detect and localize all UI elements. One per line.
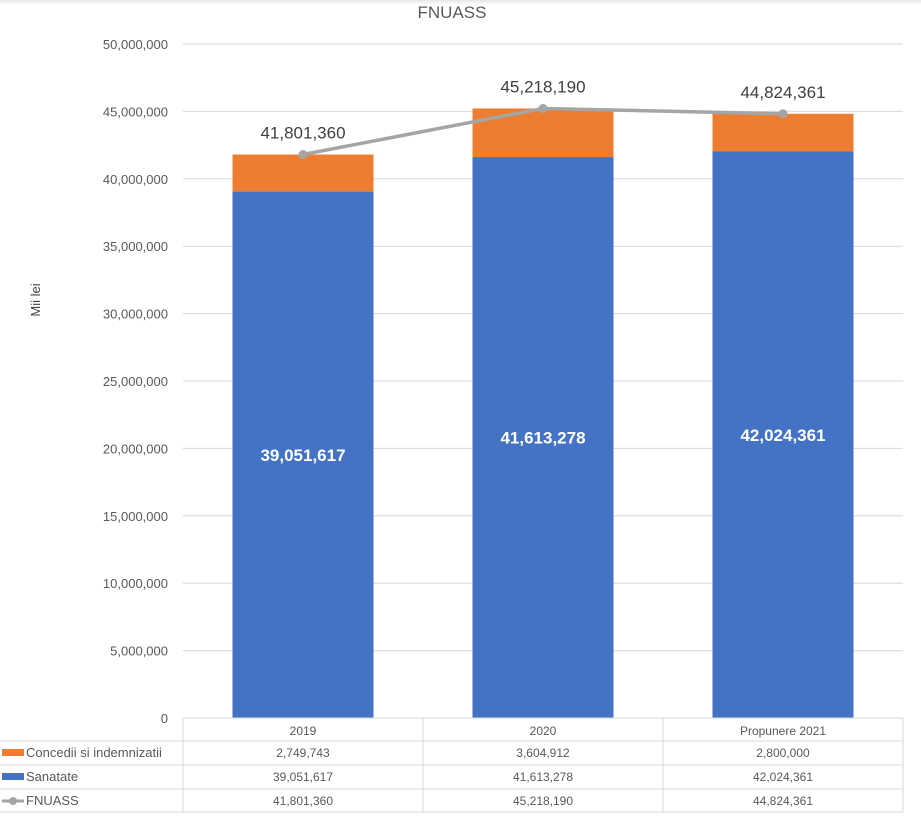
y-tick-label: 5,000,000 — [110, 644, 168, 659]
legend-label: Concedii si indemnizatii — [26, 745, 162, 760]
y-tick-label: 30,000,000 — [103, 307, 168, 322]
data-label-sanatate: 39,051,617 — [260, 446, 345, 465]
y-tick-label: 45,000,000 — [103, 104, 168, 119]
point-fnuass-0 — [298, 150, 308, 160]
data-label-fnuass: 41,801,360 — [260, 124, 345, 143]
point-fnuass-2 — [778, 109, 788, 119]
legend-key-marker — [9, 797, 17, 805]
y-tick-label: 35,000,000 — [103, 239, 168, 254]
x-category-label: Propunere 2021 — [740, 724, 826, 738]
legend-label: Sanatate — [26, 769, 78, 784]
legend-key-1 — [2, 773, 24, 780]
legend-label: FNUASS — [26, 793, 79, 808]
x-category-label: 2020 — [530, 724, 557, 738]
bar-concedii-1 — [472, 108, 614, 158]
table-cell: 42,024,361 — [753, 770, 813, 784]
y-tick-label: 20,000,000 — [103, 441, 168, 456]
y-tick-label: 50,000,000 — [103, 37, 168, 52]
table-cell: 41,613,278 — [513, 770, 573, 784]
table-cell: 2,800,000 — [756, 746, 810, 760]
data-label-sanatate: 41,613,278 — [500, 429, 585, 448]
table-cell: 45,218,190 — [513, 794, 573, 808]
bar-sanatate-0 — [232, 191, 374, 718]
data-label-fnuass: 45,218,190 — [500, 77, 585, 96]
data-label-sanatate: 42,024,361 — [740, 426, 825, 445]
y-tick-label: 10,000,000 — [103, 576, 168, 591]
bar-concedii-0 — [232, 154, 374, 192]
point-fnuass-1 — [538, 103, 548, 113]
y-tick-label: 0 — [161, 711, 168, 726]
y-axis-label: Mii lei — [28, 283, 43, 316]
table-cell: 3,604,912 — [516, 746, 570, 760]
y-tick-label: 15,000,000 — [103, 509, 168, 524]
chart-title: FNUASS — [418, 3, 487, 22]
table-cell: 39,051,617 — [273, 770, 333, 784]
top-shade — [0, 0, 921, 5]
table-cell: 41,801,360 — [273, 794, 333, 808]
table-cell: 2,749,743 — [276, 746, 330, 760]
y-tick-label: 25,000,000 — [103, 374, 168, 389]
bar-sanatate-1 — [472, 157, 614, 719]
bar-sanatate-2 — [712, 151, 854, 719]
table-cell: 44,824,361 — [753, 794, 813, 808]
data-label-fnuass: 44,824,361 — [740, 83, 825, 102]
bar-concedii-2 — [712, 113, 854, 152]
x-category-label: 2019 — [290, 724, 317, 738]
y-tick-label: 40,000,000 — [103, 172, 168, 187]
legend-key-0 — [2, 749, 24, 756]
